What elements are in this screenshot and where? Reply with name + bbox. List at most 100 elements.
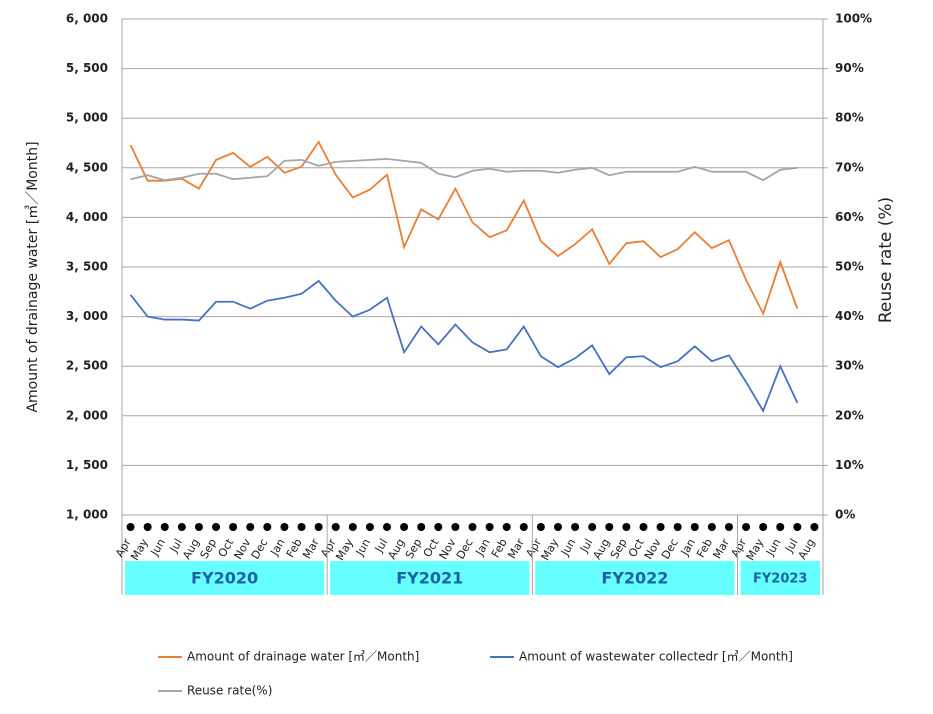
x-tick-label: Aug bbox=[180, 537, 202, 562]
dot bbox=[212, 523, 221, 531]
dot bbox=[297, 523, 306, 531]
dot bbox=[605, 523, 614, 531]
dot bbox=[571, 523, 580, 531]
dot bbox=[690, 523, 699, 531]
x-tick-label: Dec bbox=[454, 537, 476, 562]
dot bbox=[588, 523, 597, 531]
dot bbox=[639, 523, 648, 531]
x-tick-label: Jul bbox=[782, 537, 800, 556]
dot bbox=[160, 523, 169, 531]
dot bbox=[229, 523, 238, 531]
dot bbox=[810, 523, 819, 531]
dot bbox=[468, 523, 477, 531]
dot bbox=[536, 523, 545, 531]
dot bbox=[348, 523, 357, 531]
legend-label: Amount of wastewater collectedr [㎥／Month… bbox=[519, 650, 793, 664]
y-tick-label: 2, 000 bbox=[66, 408, 108, 422]
dot bbox=[673, 523, 682, 531]
dot bbox=[742, 523, 751, 531]
x-tick-label: Sep bbox=[608, 536, 630, 560]
dot bbox=[263, 523, 272, 531]
dot bbox=[400, 523, 409, 531]
y2-tick-label: 50% bbox=[835, 260, 864, 274]
y-tick-label: 6, 000 bbox=[66, 12, 108, 26]
x-tick-label: Sep bbox=[403, 536, 425, 560]
x-tick-label: Jun bbox=[353, 536, 373, 558]
y-tick-label: 1, 500 bbox=[66, 458, 108, 472]
x-tick-label: Dec bbox=[659, 537, 681, 562]
x-tick-label: May bbox=[128, 536, 151, 563]
y-axis-label: Amount of drainage water [㎥／Month] bbox=[25, 141, 41, 412]
dot bbox=[793, 523, 802, 531]
x-tick-label: Nov bbox=[642, 536, 664, 562]
y2-tick-label: 40% bbox=[835, 309, 864, 323]
x-tick-label: Sep bbox=[198, 536, 220, 560]
x-tick-label: Mar bbox=[300, 536, 322, 561]
series-line bbox=[129, 140, 799, 316]
x-tick-label: Aug bbox=[385, 537, 407, 562]
x-tick-label: Jul bbox=[167, 537, 185, 556]
y-tick-label: 2, 500 bbox=[66, 359, 108, 373]
dot bbox=[143, 523, 152, 531]
fy-box bbox=[125, 561, 325, 595]
series-line bbox=[130, 157, 798, 182]
dot bbox=[724, 523, 733, 531]
fy-label: FY2021 bbox=[396, 569, 463, 588]
dot bbox=[331, 523, 340, 531]
dot bbox=[485, 523, 494, 531]
x-tick-label: Jan bbox=[267, 536, 287, 558]
fy-box bbox=[330, 561, 530, 595]
x-tick-label: Dec bbox=[249, 537, 271, 562]
dot bbox=[759, 523, 768, 531]
dot bbox=[365, 523, 374, 531]
y2-tick-label: 60% bbox=[835, 210, 864, 224]
x-tick-label: Jun bbox=[148, 536, 168, 558]
y2-tick-label: 20% bbox=[835, 408, 864, 422]
y-tick-label: 5, 500 bbox=[66, 61, 108, 75]
dot bbox=[434, 523, 443, 531]
dot bbox=[383, 523, 392, 531]
y2-tick-label: 80% bbox=[835, 111, 864, 125]
dot bbox=[177, 523, 186, 531]
fy-label: FY2020 bbox=[191, 569, 258, 588]
x-tick-label: Jan bbox=[473, 536, 493, 558]
y-tick-label: 4, 500 bbox=[66, 160, 108, 174]
x-tick-label: Jun bbox=[763, 536, 783, 558]
dot bbox=[246, 523, 255, 531]
x-tick-label: Jul bbox=[372, 537, 390, 556]
x-tick-label: Mar bbox=[711, 536, 733, 561]
x-tick-label: Nov bbox=[231, 536, 253, 562]
x-tick-label: May bbox=[744, 536, 767, 563]
x-tick-label: Nov bbox=[437, 536, 459, 562]
dot bbox=[417, 523, 426, 531]
fy-box bbox=[740, 561, 820, 595]
dot bbox=[707, 523, 716, 531]
y2-tick-label: 30% bbox=[835, 359, 864, 373]
x-tick-label: May bbox=[333, 536, 356, 563]
dot bbox=[502, 523, 511, 531]
x-tick-label: Jul bbox=[577, 537, 595, 556]
fy-label: FY2022 bbox=[601, 569, 668, 588]
dot bbox=[519, 523, 528, 531]
legend-label: Reuse rate(%) bbox=[187, 684, 272, 698]
y2-tick-label: 90% bbox=[835, 61, 864, 75]
y2-tick-label: 100% bbox=[835, 12, 872, 26]
dot bbox=[656, 523, 665, 531]
dot bbox=[451, 523, 460, 531]
x-tick-label: May bbox=[539, 536, 562, 563]
dot bbox=[280, 523, 289, 531]
dot bbox=[314, 523, 323, 531]
fy-box bbox=[535, 561, 735, 595]
y-tick-label: 3, 500 bbox=[66, 260, 108, 274]
dot bbox=[553, 523, 562, 531]
y-tick-label: 4, 000 bbox=[66, 210, 108, 224]
x-tick-label: Jan bbox=[678, 536, 698, 558]
y-tick-label: 1, 000 bbox=[66, 508, 108, 522]
x-tick-label: Mar bbox=[505, 536, 527, 561]
dot bbox=[776, 523, 785, 531]
dot bbox=[194, 523, 203, 531]
y2-axis-label: Reuse rate (%) bbox=[876, 197, 896, 323]
y2-tick-label: 0% bbox=[835, 508, 855, 522]
